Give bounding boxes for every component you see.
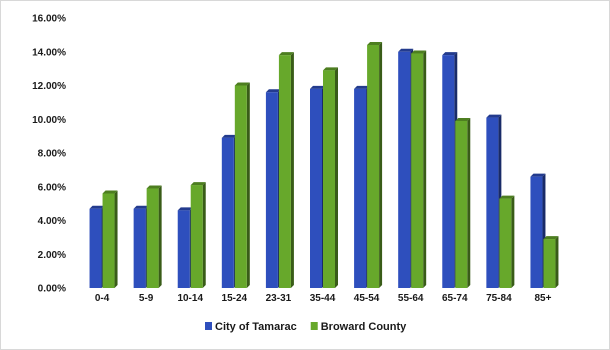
bar-broward-county	[367, 42, 383, 288]
y-tick-label: 10.00%	[32, 115, 66, 126]
legend: City of Tamarac Broward County	[205, 321, 407, 333]
bar-broward-county	[411, 50, 427, 288]
bar-city-of-tamarac	[486, 114, 502, 288]
y-tick-label: 4.00%	[38, 216, 66, 227]
x-axis: 0-4 5-9 10-14 15-24 23-31 35-44 45-54 55-64 65-7…	[95, 293, 552, 304]
bar-broward-county	[499, 195, 515, 288]
bar-city-of-tamarac	[177, 207, 193, 288]
bar-city-of-tamarac	[442, 52, 458, 288]
x-tick-label: 65-74	[442, 293, 468, 304]
x-tick-label: 0-4	[95, 293, 110, 304]
bar-broward-county	[278, 52, 294, 288]
bar-city-of-tamarac	[354, 85, 370, 288]
x-tick-label: 85+	[534, 293, 551, 304]
y-tick-label: 6.00%	[38, 182, 66, 193]
legend-swatch	[310, 322, 318, 330]
y-axis: 0.00% 2.00% 4.00% 6.00% 8.00% 10.00% 12.00% 14.…	[32, 14, 66, 295]
bar-broward-county	[102, 190, 118, 288]
bars	[89, 42, 559, 288]
y-tick-label: 8.00%	[38, 149, 66, 160]
y-tick-label: 14.00%	[32, 47, 66, 58]
y-tick-label: 12.00%	[32, 81, 66, 92]
x-tick-label: 23-31	[266, 293, 292, 304]
x-tick-label: 15-24	[222, 293, 248, 304]
bar-city-of-tamarac	[89, 205, 105, 288]
y-tick-label: 2.00%	[38, 250, 66, 261]
x-tick-label: 75-84	[486, 293, 512, 304]
x-tick-label: 55-64	[398, 293, 424, 304]
legend-item: Broward County	[310, 321, 407, 333]
legend-item: City of Tamarac	[205, 321, 297, 333]
x-tick-label: 5-9	[139, 293, 154, 304]
x-tick-label: 35-44	[310, 293, 336, 304]
bar-city-of-tamarac	[265, 89, 281, 288]
y-tick-label: 0.00%	[38, 284, 66, 295]
legend-label: City of Tamarac	[215, 321, 297, 333]
bar-city-of-tamarac	[221, 134, 237, 288]
bar-city-of-tamarac	[398, 48, 414, 288]
bar-broward-county	[543, 236, 559, 288]
bar-broward-county	[146, 185, 162, 288]
bar-broward-county	[455, 117, 471, 288]
bar-city-of-tamarac	[530, 173, 546, 288]
x-tick-label: 45-54	[354, 293, 380, 304]
y-tick-label: 16.00%	[32, 14, 66, 25]
x-tick-label: 10-14	[177, 293, 203, 304]
bar-broward-county	[323, 67, 338, 288]
bar-broward-county	[190, 182, 206, 288]
legend-label: Broward County	[321, 321, 407, 333]
legend-swatch	[205, 322, 212, 330]
bar-city-of-tamarac	[310, 85, 325, 288]
bar-broward-county	[234, 82, 250, 288]
bar-city-of-tamarac	[133, 205, 149, 288]
